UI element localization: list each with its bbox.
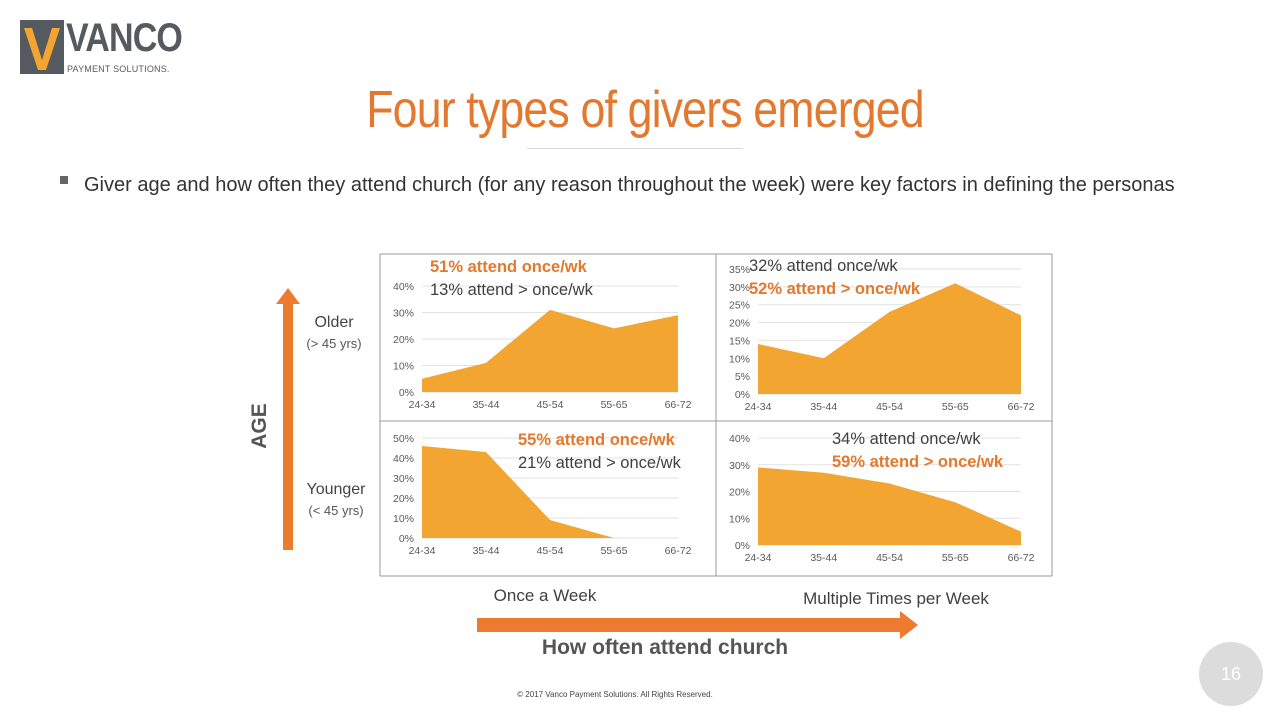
copyright: © 2017 Vanco Payment Solutions. All Righ… [517, 690, 713, 699]
q4-annotation-highlight: 59% attend > once/wk [832, 453, 1004, 471]
chart-younger-once-a-week: 0% 10% 20% 30% 40% 50% 24-34 35-44 45-54 55-65 66-… [393, 433, 692, 557]
vanco-logo-mark [20, 20, 64, 74]
x-tick-label: 55-65 [942, 401, 969, 413]
age-arrow-shaft [283, 302, 293, 550]
x-tick-label: 35-44 [810, 552, 837, 564]
page-number: 16 [1199, 642, 1263, 706]
younger-sublabel: (< 45 yrs) [308, 503, 364, 518]
y-tick-label: 10% [729, 513, 750, 525]
y-tick-label: 30% [729, 282, 750, 294]
chart-older-multiple-times: 0% 5% 10% 15% 20% 25% 30% 35% 24-34 35-44 45-54 55-… [729, 264, 1035, 413]
x-tick-label: 45-54 [537, 399, 564, 411]
y-tick-label: 50% [393, 433, 414, 445]
x-tick-label: 45-54 [537, 545, 564, 557]
bullet-text: Giver age and how often they attend chur… [84, 174, 1175, 196]
y-tick-label: 0% [735, 540, 750, 552]
y-tick-label: 0% [399, 533, 414, 545]
age-axis-title-text: AGE [248, 403, 271, 449]
x-tick-label: 45-54 [876, 401, 903, 413]
x-tick-label: 55-65 [601, 545, 628, 557]
age-arrow-head [276, 288, 300, 304]
area-series [758, 467, 1021, 545]
x-tick-label: 24-34 [409, 399, 436, 411]
x-tick-label: 66-72 [1008, 401, 1035, 413]
y-tick-label: 35% [729, 264, 750, 276]
frequency-arrow-shaft [477, 618, 901, 632]
x-axis-title: How often attend church [541, 636, 789, 659]
x-right-label: Multiple Times per Week [803, 589, 989, 608]
q3-annotation-highlight: 55% attend once/wk [518, 431, 675, 449]
x-tick-label: 35-44 [473, 545, 500, 557]
q2-annotation-highlight: 52% attend > once/wk [749, 280, 921, 298]
x-tick-label: 66-72 [665, 399, 692, 411]
x-tick-label: 35-44 [810, 401, 837, 413]
y-tick-label: 30% [393, 308, 414, 320]
x-tick-label: 55-65 [942, 552, 969, 564]
chart-older-once-a-week: 0% 10% 20% 30% 40% 24-34 35-44 45-54 55-65 66-72 [393, 281, 692, 411]
y-tick-label: 10% [393, 513, 414, 525]
x-tick-label: 66-72 [1008, 552, 1035, 564]
logo-tagline: PAYMENT SOLUTIONS. [67, 64, 170, 74]
y-tick-label: 25% [729, 300, 750, 312]
y-tick-label: 15% [729, 335, 750, 347]
y-tick-label: 30% [729, 460, 750, 472]
x-tick-label: 35-44 [473, 399, 500, 411]
q1-annotation-highlight: 51% attend once/wk [430, 258, 587, 276]
older-label: Older [314, 314, 354, 331]
area-series [422, 309, 678, 392]
area-series [758, 283, 1021, 394]
x-tick-label: 24-34 [745, 401, 772, 413]
x-left-label: Once a Week [493, 586, 597, 605]
y-tick-label: 40% [729, 433, 750, 445]
slide-title: Four types of givers emerged [366, 81, 924, 139]
q3-annotation-normal: 21% attend > once/wk [518, 454, 681, 472]
logo-wordmark: VANCO [66, 16, 183, 60]
y-tick-label: 5% [735, 371, 750, 383]
y-tick-label: 20% [393, 334, 414, 346]
x-tick-label: 66-72 [665, 545, 692, 557]
y-tick-label: 40% [393, 453, 414, 465]
y-tick-label: 30% [393, 473, 414, 485]
x-tick-label: 45-54 [876, 552, 903, 564]
chart-younger-multiple-times: 0% 10% 20% 30% 40% 24-34 35-44 45-54 55-65 66-72 [729, 433, 1035, 564]
y-tick-label: 20% [729, 487, 750, 499]
area-series [422, 446, 678, 538]
q1-annotation-normal: 13% attend > once/wk [430, 281, 593, 299]
bullet-marker [60, 176, 68, 184]
x-tick-label: 24-34 [745, 552, 772, 564]
older-sublabel: (> 45 yrs) [306, 336, 362, 351]
age-axis-title: AGE [248, 403, 271, 449]
x-tick-label: 55-65 [601, 399, 628, 411]
y-tick-label: 40% [393, 281, 414, 293]
y-tick-label: 10% [393, 361, 414, 373]
y-tick-label: 20% [393, 493, 414, 505]
y-tick-label: 0% [735, 389, 750, 401]
x-tick-label: 24-34 [409, 545, 436, 557]
frequency-arrow-head [900, 611, 918, 639]
title-divider [527, 148, 743, 149]
y-tick-label: 20% [729, 318, 750, 330]
younger-label: Younger [306, 481, 366, 498]
y-tick-label: 0% [399, 387, 414, 399]
y-tick-label: 10% [729, 353, 750, 365]
q4-annotation-normal: 34% attend once/wk [832, 430, 981, 448]
q2-annotation-normal: 32% attend once/wk [749, 257, 898, 275]
